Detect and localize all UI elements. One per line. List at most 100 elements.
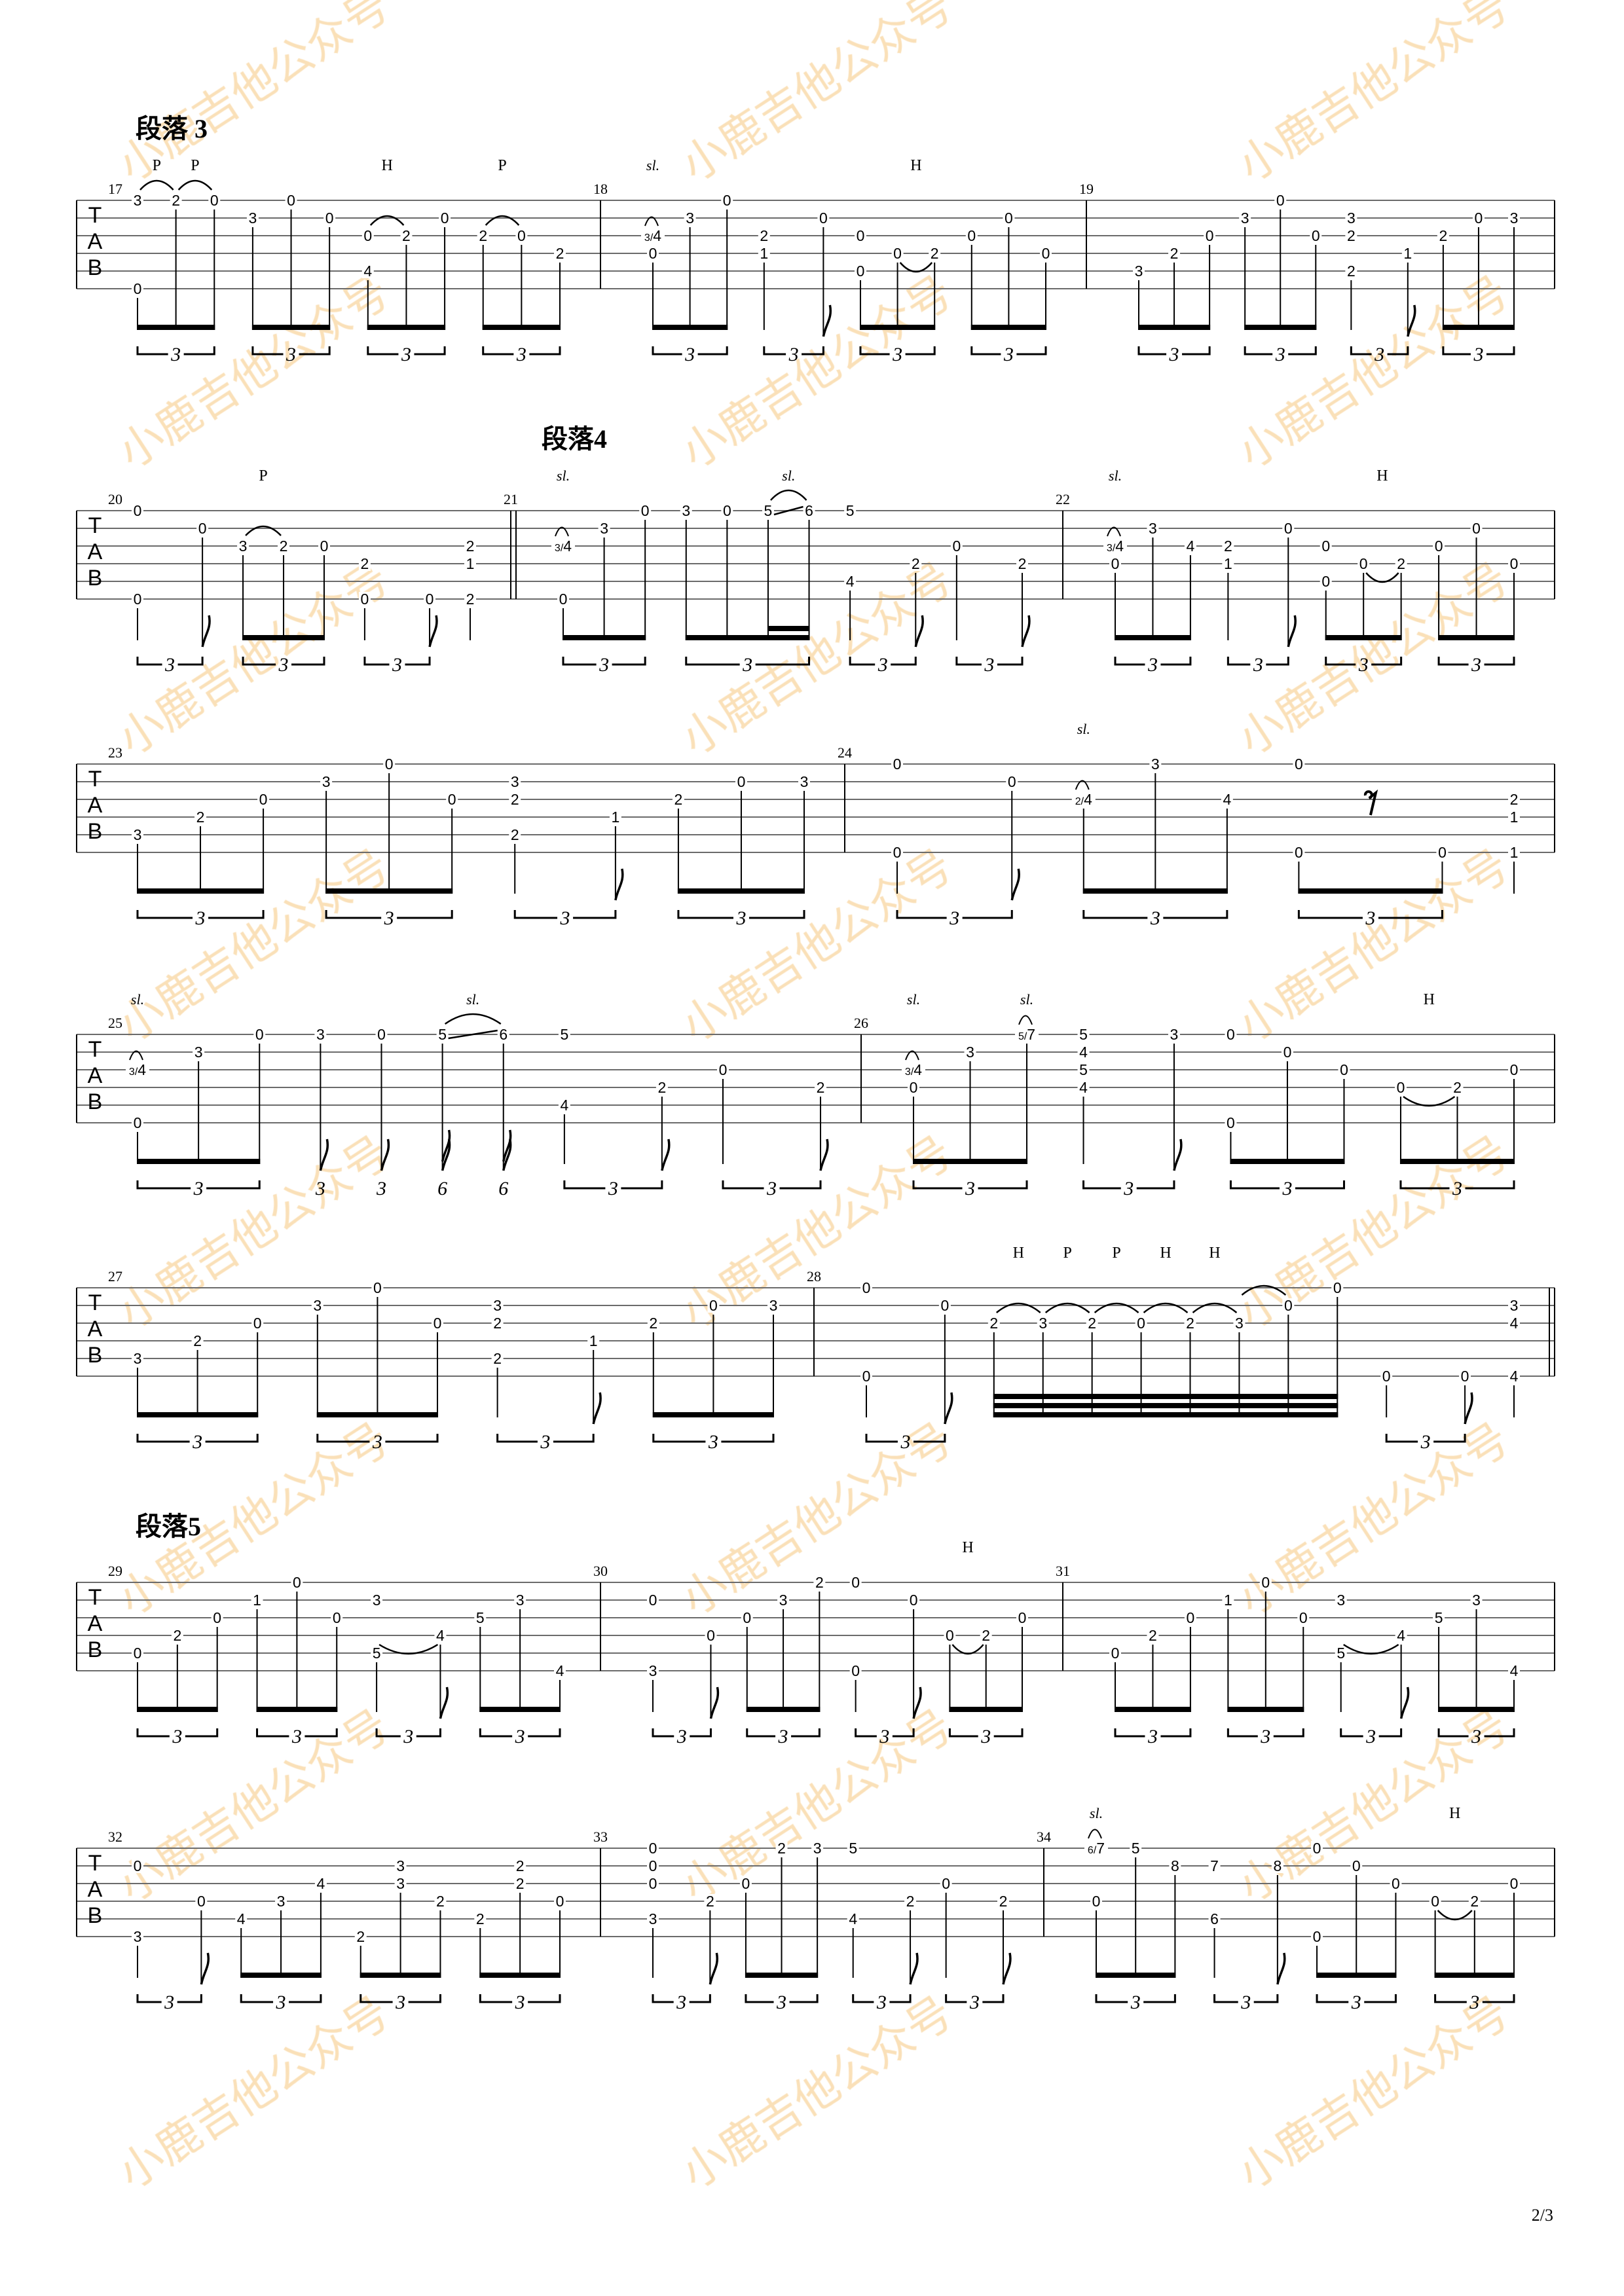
note: 00: [849, 1574, 862, 1712]
tuplet-bracket: [136, 1434, 259, 1443]
tuplet-bracket: [1082, 910, 1228, 919]
fret-background: [1271, 1859, 1283, 1873]
fret-background: [132, 503, 143, 518]
tuplet-bracket: [1082, 1180, 1175, 1190]
fret-background: [1345, 211, 1357, 225]
note: 3: [1470, 1592, 1483, 1712]
tuplet-number: 3: [315, 1178, 325, 1199]
note: 212: [464, 538, 476, 640]
fret-number: 2: [1224, 538, 1232, 555]
fret-background: [514, 1859, 526, 1873]
fret-number: 0: [851, 1662, 860, 1679]
slur-arc: [444, 1013, 502, 1025]
tuplet-bracket: [955, 657, 1024, 666]
fret-number: 2: [1510, 791, 1519, 808]
slide-label: sl.: [131, 991, 144, 1008]
tab-clef-letter: B: [88, 1903, 103, 1928]
fret-number: 2: [999, 1893, 1008, 1910]
fret-number-slide: 3/4: [555, 538, 572, 555]
tie-arc: [369, 215, 405, 226]
tuplet-bracket: [482, 346, 561, 355]
note-group: 1 0 0 3: [251, 1574, 343, 1747]
fret-background: [762, 503, 774, 518]
note: 0: [1016, 1609, 1028, 1712]
fret-background: [1345, 264, 1357, 278]
fret-background: [558, 1098, 570, 1112]
note: 4: [314, 1875, 327, 1978]
fret-background: [1350, 1859, 1363, 1873]
fret-number: 2: [361, 555, 369, 572]
fret-number: 0: [1313, 1928, 1321, 1945]
beam: [137, 325, 215, 330]
fret-number: 2: [760, 227, 768, 244]
tuplet-number: 3: [540, 1431, 550, 1453]
fret-number: 2: [356, 1928, 365, 1945]
fret-background: [195, 1894, 208, 1908]
fret-background: [891, 757, 903, 771]
fret-number: 0: [1359, 555, 1368, 572]
fret-background: [1233, 1316, 1246, 1330]
flag: [439, 1686, 449, 1719]
fret-number: 0: [1227, 1114, 1235, 1131]
fret-number: 0: [434, 1315, 442, 1332]
fret-background: [1508, 1369, 1520, 1383]
flag: [709, 1686, 720, 1719]
fret-number: 2: [516, 1857, 525, 1874]
tuplet-number: 3: [776, 1992, 786, 2013]
fret-background: [847, 1841, 859, 1855]
beam: [1399, 1159, 1515, 1164]
fret-background: [509, 828, 521, 842]
note: 3: [1133, 263, 1145, 330]
note-group: 212: [464, 538, 476, 640]
note: 30: [132, 192, 143, 330]
tuplet-bracket: [859, 346, 936, 355]
tab-clef-letter: A: [88, 1611, 103, 1636]
note: 0: [318, 538, 330, 640]
fret-number: 5: [438, 1026, 447, 1043]
fret-background: [1259, 1575, 1272, 1590]
fret-number: 2: [196, 809, 205, 826]
fret-background: [1071, 792, 1096, 807]
note: 0P: [485, 157, 528, 330]
fret-background: [235, 1912, 248, 1926]
fret-number: 0: [649, 1857, 657, 1874]
fret-number: 0: [649, 245, 657, 262]
fret-number: 5: [560, 1026, 568, 1043]
fret-number: 0: [210, 192, 219, 209]
tuplet-number: 3: [1358, 654, 1369, 676]
tuplet-bracket: [852, 1994, 912, 2003]
tuplet-bracket: [1350, 346, 1409, 355]
tuplet-bracket: [685, 657, 811, 666]
note: 4: [554, 1662, 566, 1712]
fret-background: [1459, 1369, 1471, 1383]
note: 3: [1239, 210, 1251, 330]
note: 0: [253, 1026, 266, 1164]
tab-clef-letter: B: [88, 255, 103, 280]
fret-background: [1335, 1593, 1347, 1607]
fret-background: [211, 1611, 223, 1625]
slide-label: sl.: [1077, 721, 1090, 737]
tuplet-bracket: [240, 1994, 322, 2003]
beam: [367, 325, 446, 330]
tuplet-bracket: [896, 910, 1013, 919]
tuplet-bracket: [948, 1728, 1024, 1738]
fret-number: 0: [743, 1609, 751, 1626]
note-group: 0 2 0 3: [132, 1609, 223, 1747]
note: 0: [371, 1279, 384, 1417]
beam-secondary: [1189, 1403, 1240, 1408]
tuplet-bracket: [1437, 1728, 1515, 1738]
beam: [316, 1412, 439, 1417]
tuplet-number: 3: [708, 1431, 718, 1453]
note: 0: [1380, 1368, 1393, 1417]
fret-number: 0: [940, 1297, 949, 1314]
beam: [1096, 1973, 1176, 1978]
note: 0: [1274, 192, 1287, 330]
fret-background: [371, 1593, 383, 1607]
